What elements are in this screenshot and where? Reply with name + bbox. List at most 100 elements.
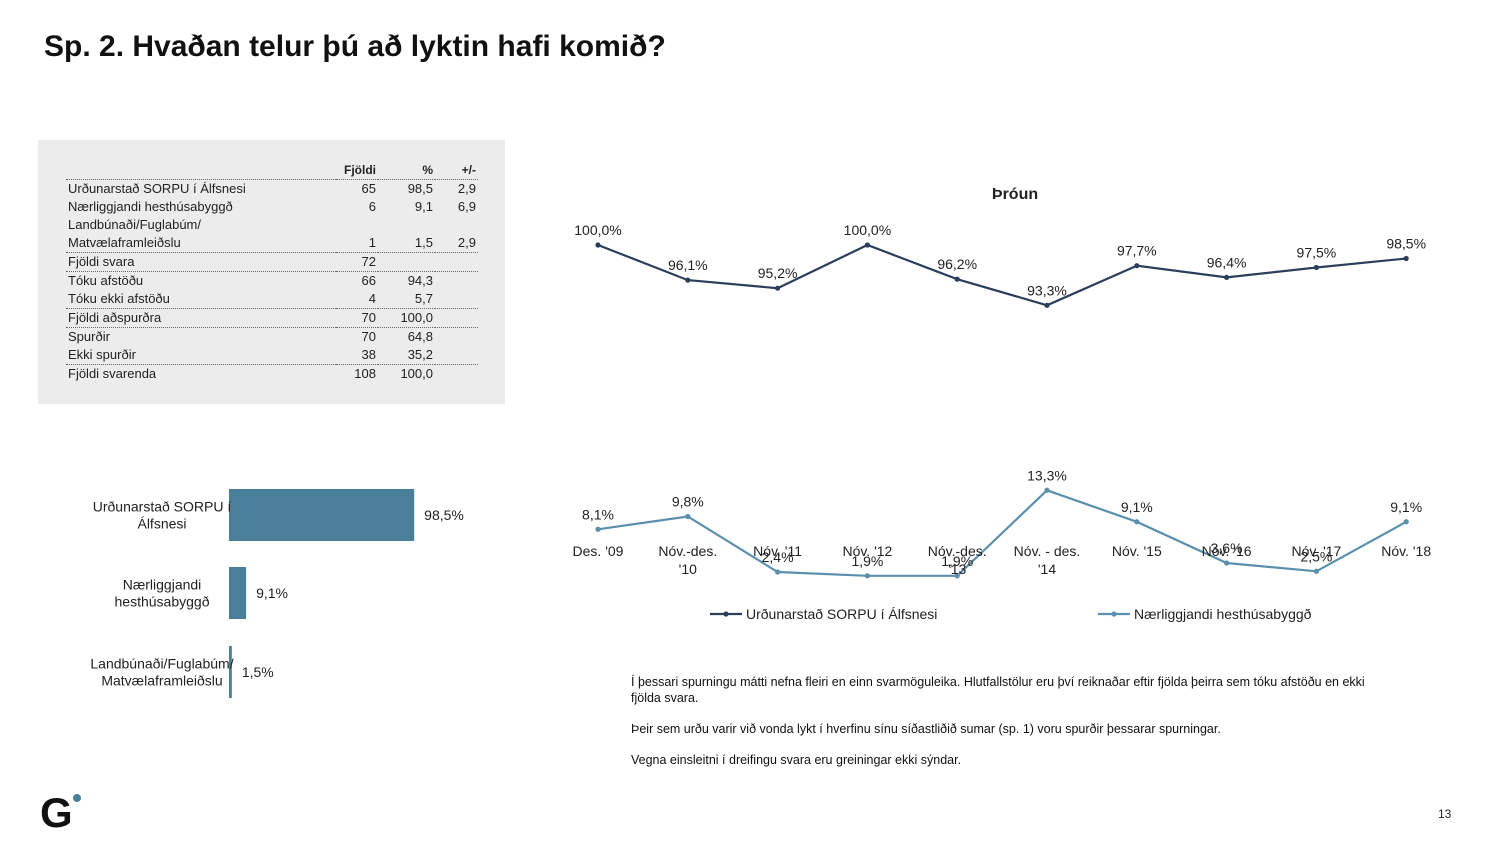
bar-value-label: 1,5% bbox=[242, 664, 274, 680]
data-label: 2,5% bbox=[1300, 548, 1332, 564]
footnotes: Í þessari spurningu mátti nefna fleiri e… bbox=[631, 674, 1371, 783]
table-cell: 1,5 bbox=[378, 234, 435, 253]
data-point bbox=[775, 285, 781, 291]
x-tick-label: Nóv. '11 bbox=[753, 543, 802, 559]
page-number: 13 bbox=[1438, 807, 1452, 821]
table-cell: 9,1 bbox=[414, 199, 433, 214]
data-label: 13,3% bbox=[1027, 467, 1067, 483]
table-row: Tóku ekki afstöðu 4 5,7 bbox=[66, 290, 478, 309]
table-row: Fjöldi svara 72 bbox=[66, 252, 478, 272]
table-cell: 108 bbox=[354, 366, 376, 381]
bar bbox=[229, 567, 247, 619]
x-tick-label: Nóv. '18 bbox=[1381, 543, 1431, 559]
table-header-cell: % bbox=[378, 161, 435, 180]
table-cell: 70 bbox=[361, 329, 376, 344]
table-cell: 66 bbox=[361, 273, 376, 288]
data-label: 9,1% bbox=[1121, 499, 1153, 515]
data-label: 97,5% bbox=[1297, 245, 1337, 261]
table-row: Fjöldi svarenda 108 100,0 bbox=[66, 365, 478, 384]
table-cell bbox=[378, 216, 435, 234]
table-cell bbox=[435, 328, 478, 347]
x-tick-label: Nóv. '12 bbox=[842, 543, 892, 559]
legend-marker bbox=[1111, 611, 1117, 617]
x-tick-label: Nóv.-des. bbox=[928, 543, 987, 559]
page-title: Sp. 2. Hvaðan telur þú að lyktin hafi ko… bbox=[44, 30, 666, 63]
table-cell bbox=[435, 346, 478, 365]
data-label: 97,7% bbox=[1117, 243, 1157, 259]
data-label: 93,3% bbox=[1027, 282, 1067, 298]
data-label: 96,2% bbox=[937, 256, 977, 272]
table-cell: Matvælaframleiðslu bbox=[66, 234, 336, 253]
data-label: 3,6% bbox=[1211, 540, 1243, 556]
data-point bbox=[954, 276, 960, 282]
table-cell bbox=[435, 308, 478, 328]
bar-category-label: Matvælaframleiðslu bbox=[101, 673, 222, 689]
table-cell: Tóku ekki afstöðu bbox=[66, 290, 336, 309]
data-label: 98,5% bbox=[1386, 236, 1426, 252]
table-header-cell: +/- bbox=[435, 161, 478, 180]
legend-label: Urðunarstað SORPU í Álfsnesi bbox=[746, 606, 937, 622]
table-cell: 65 bbox=[361, 181, 376, 196]
data-label: 1,9% bbox=[851, 553, 883, 569]
table-cell bbox=[378, 252, 435, 272]
table-row: Urðunarstað SORPU í Álfsnesi 65 98,5 2,9 bbox=[66, 180, 478, 199]
bar-category-label: Urðunarstað SORPU í bbox=[93, 499, 232, 515]
data-point bbox=[1313, 264, 1319, 271]
data-label: 100,0% bbox=[844, 222, 891, 238]
table-cell: Fjöldi svarenda bbox=[68, 366, 157, 381]
data-point bbox=[775, 569, 781, 575]
series-line bbox=[597, 489, 1407, 577]
data-point bbox=[685, 513, 691, 520]
x-tick-label: Nóv. '17 bbox=[1291, 543, 1341, 559]
summary-table: Fjöldi % +/- Urðunarstað SORPU í Álfsnes… bbox=[66, 161, 478, 383]
bar bbox=[229, 646, 232, 698]
bar-value-label: 98,5% bbox=[424, 507, 464, 523]
footnote: Þeir sem urðu varir við vonda lykt í hve… bbox=[631, 722, 1221, 736]
data-label: 1,9% bbox=[941, 553, 973, 569]
data-label: 96,1% bbox=[668, 257, 708, 273]
data-label: 95,2% bbox=[758, 265, 798, 281]
data-point bbox=[1313, 568, 1319, 574]
table-row: Ekki spurðir 38 35,2 bbox=[66, 346, 478, 365]
table-cell: Ekki spurðir bbox=[66, 346, 336, 365]
line-chart: Þróun 100,0% 96,1% 95,2% 100,0% 96,2% 93,3% 97,… bbox=[573, 186, 1432, 622]
company-logo: G bbox=[40, 792, 81, 832]
data-point bbox=[1134, 519, 1140, 525]
chart-title: Þróun bbox=[992, 186, 1038, 203]
data-label: 2,4% bbox=[762, 549, 794, 565]
logo-dot bbox=[73, 794, 81, 802]
table-cell: 6,9 bbox=[457, 199, 476, 214]
table-cell: Spurðir bbox=[68, 329, 110, 344]
table-cell: 100,0 bbox=[378, 308, 435, 328]
bar-category-label: Álfsnesi bbox=[137, 516, 186, 532]
data-label: 9,8% bbox=[672, 494, 704, 510]
table-cell bbox=[435, 216, 478, 234]
data-point bbox=[864, 242, 870, 248]
data-point bbox=[595, 526, 601, 532]
table-cell: Urðunarstað SORPU í Álfsnesi bbox=[68, 181, 246, 196]
data-point bbox=[1224, 560, 1230, 566]
x-tick-label: '13 bbox=[948, 561, 966, 577]
table-cell: 2,9 bbox=[457, 181, 476, 196]
table-row: Matvælaframleiðslu 1 1,5 2,9 bbox=[66, 234, 478, 253]
bar-category-label: Landbúnaði/Fuglabúm/ bbox=[90, 656, 233, 672]
table-cell bbox=[435, 365, 478, 384]
table-header-row: Fjöldi % +/- bbox=[66, 161, 478, 180]
footnote: Í þessari spurningu mátti nefna fleiri e… bbox=[631, 675, 1365, 705]
x-tick-label: Nóv. - des. bbox=[1014, 543, 1081, 559]
table-cell bbox=[435, 272, 478, 291]
table-cell: Fjöldi aðspurðra bbox=[66, 308, 336, 328]
data-point bbox=[595, 242, 601, 248]
x-tick-label: Nóv. '15 bbox=[1112, 543, 1162, 559]
x-tick-label: Nóv.-des. bbox=[658, 543, 717, 559]
table-body: Urðunarstað SORPU í Álfsnesi 65 98,5 2,9 Nær… bbox=[66, 180, 478, 384]
data-point bbox=[1403, 255, 1409, 262]
table-cell: 5,7 bbox=[378, 290, 435, 309]
data-point bbox=[1044, 302, 1050, 308]
data-point bbox=[1403, 519, 1409, 525]
table-cell: Fjöldi svara bbox=[66, 252, 336, 272]
table-cell: 1 bbox=[336, 234, 378, 253]
table-cell: 70 bbox=[336, 308, 378, 328]
data-label: 100,0% bbox=[574, 222, 621, 238]
